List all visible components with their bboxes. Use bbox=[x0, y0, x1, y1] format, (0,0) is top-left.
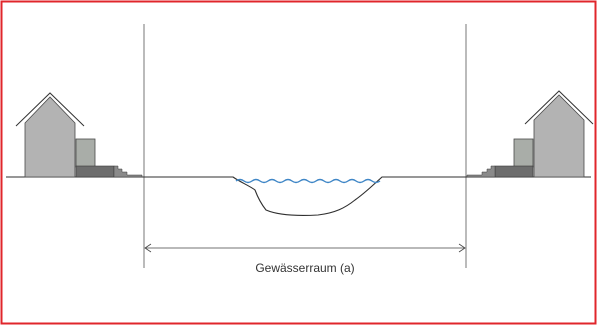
left-house-steps bbox=[113, 165, 143, 178]
left-house-roof-eaves bbox=[15, 92, 85, 127]
left-house-annex bbox=[75, 138, 96, 168]
right-house-annex bbox=[513, 138, 534, 168]
left-house-base-block bbox=[75, 165, 115, 178]
dimension-label: Gewässerraum (a) bbox=[255, 261, 354, 275]
right-house-roof-eaves bbox=[524, 90, 594, 125]
right-house-steps bbox=[466, 165, 496, 178]
left-house bbox=[15, 92, 143, 178]
right-house-base-block bbox=[494, 165, 534, 178]
terrain-profile bbox=[6, 176, 591, 217]
right-house-body bbox=[533, 94, 585, 178]
right-house bbox=[466, 90, 594, 178]
dimension-line bbox=[144, 243, 466, 253]
dimension-arrow-right bbox=[458, 243, 466, 253]
dimension-arrow-left bbox=[144, 243, 152, 253]
left-house-body bbox=[24, 96, 76, 178]
water-surface bbox=[235, 178, 381, 184]
